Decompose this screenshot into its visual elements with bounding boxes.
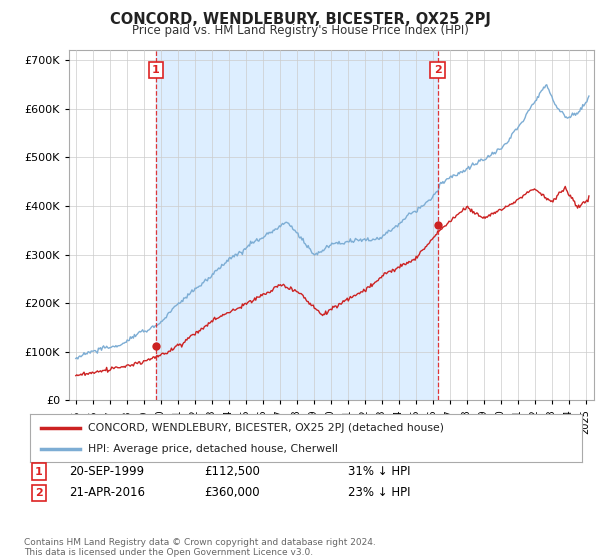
Text: 21-APR-2016: 21-APR-2016 [69, 486, 145, 500]
Text: CONCORD, WENDLEBURY, BICESTER, OX25 2PJ (detached house): CONCORD, WENDLEBURY, BICESTER, OX25 2PJ … [88, 423, 444, 433]
Text: 2: 2 [35, 488, 43, 498]
Text: £112,500: £112,500 [204, 465, 260, 478]
Text: 1: 1 [152, 65, 160, 75]
Text: £360,000: £360,000 [204, 486, 260, 500]
Text: 20-SEP-1999: 20-SEP-1999 [69, 465, 144, 478]
Text: Contains HM Land Registry data © Crown copyright and database right 2024.
This d: Contains HM Land Registry data © Crown c… [24, 538, 376, 557]
Text: 2: 2 [434, 65, 442, 75]
Text: CONCORD, WENDLEBURY, BICESTER, OX25 2PJ: CONCORD, WENDLEBURY, BICESTER, OX25 2PJ [110, 12, 490, 27]
Text: Price paid vs. HM Land Registry's House Price Index (HPI): Price paid vs. HM Land Registry's House … [131, 24, 469, 36]
Bar [156, 50, 437, 400]
Text: 1: 1 [35, 466, 43, 477]
Text: 23% ↓ HPI: 23% ↓ HPI [348, 486, 410, 500]
Text: 31% ↓ HPI: 31% ↓ HPI [348, 465, 410, 478]
Text: HPI: Average price, detached house, Cherwell: HPI: Average price, detached house, Cher… [88, 444, 338, 454]
